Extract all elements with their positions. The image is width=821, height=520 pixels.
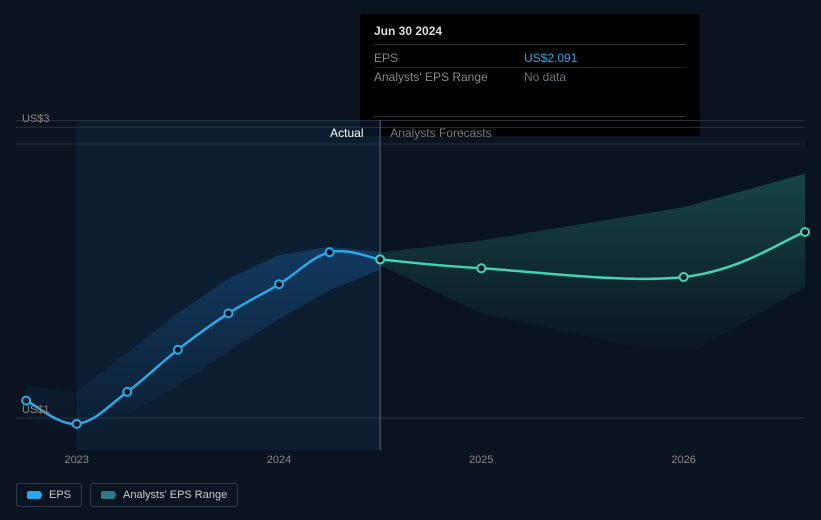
tooltip-row-value: No data (524, 70, 566, 84)
tooltip-row-label: Analysts' EPS Range (374, 70, 504, 84)
legend-label: Analysts' EPS Range (123, 489, 227, 501)
data-point[interactable] (123, 388, 131, 396)
tooltip-row: Analysts' EPS Range No data (374, 67, 686, 86)
y-axis-label: US$3 (22, 113, 50, 125)
section-label-actual: Actual (330, 126, 363, 140)
data-point[interactable] (801, 228, 809, 236)
data-point[interactable] (326, 248, 334, 256)
data-point[interactable] (275, 280, 283, 288)
legend-item[interactable]: EPS (16, 483, 82, 507)
legend-item[interactable]: Analysts' EPS Range (90, 483, 238, 507)
data-point[interactable] (477, 264, 485, 272)
x-axis-label: 2024 (267, 454, 291, 466)
tooltip-date: Jun 30 2024 (374, 24, 686, 44)
legend-swatch (101, 491, 115, 499)
chart-tooltip: Jun 30 2024 EPS US$2.091 Analysts' EPS Ran… (360, 14, 700, 136)
data-point[interactable] (73, 420, 81, 428)
x-axis-label: 2023 (64, 454, 88, 466)
tooltip-row-value: US$2.091 (524, 51, 577, 65)
section-label-forecast: Analysts Forecasts (390, 126, 491, 140)
tooltip-row: EPS US$2.091 (374, 44, 686, 67)
legend-swatch (27, 491, 41, 499)
data-point[interactable] (224, 309, 232, 317)
data-point[interactable] (680, 273, 688, 281)
data-point[interactable] (174, 346, 182, 354)
legend: EPS Analysts' EPS Range (16, 483, 238, 507)
y-axis-label: US$1 (22, 404, 50, 416)
legend-label: EPS (49, 489, 71, 501)
plot-svg (16, 120, 805, 450)
plot-area[interactable] (16, 120, 805, 450)
x-axis-label: 2025 (469, 454, 493, 466)
tooltip-footer-rule (374, 116, 686, 118)
data-point[interactable] (376, 255, 384, 263)
x-axis-label: 2026 (671, 454, 695, 466)
tooltip-row-label: EPS (374, 51, 504, 65)
eps-chart: Jun 30 2024 EPS US$2.091 Analysts' EPS Ran… (0, 0, 821, 520)
